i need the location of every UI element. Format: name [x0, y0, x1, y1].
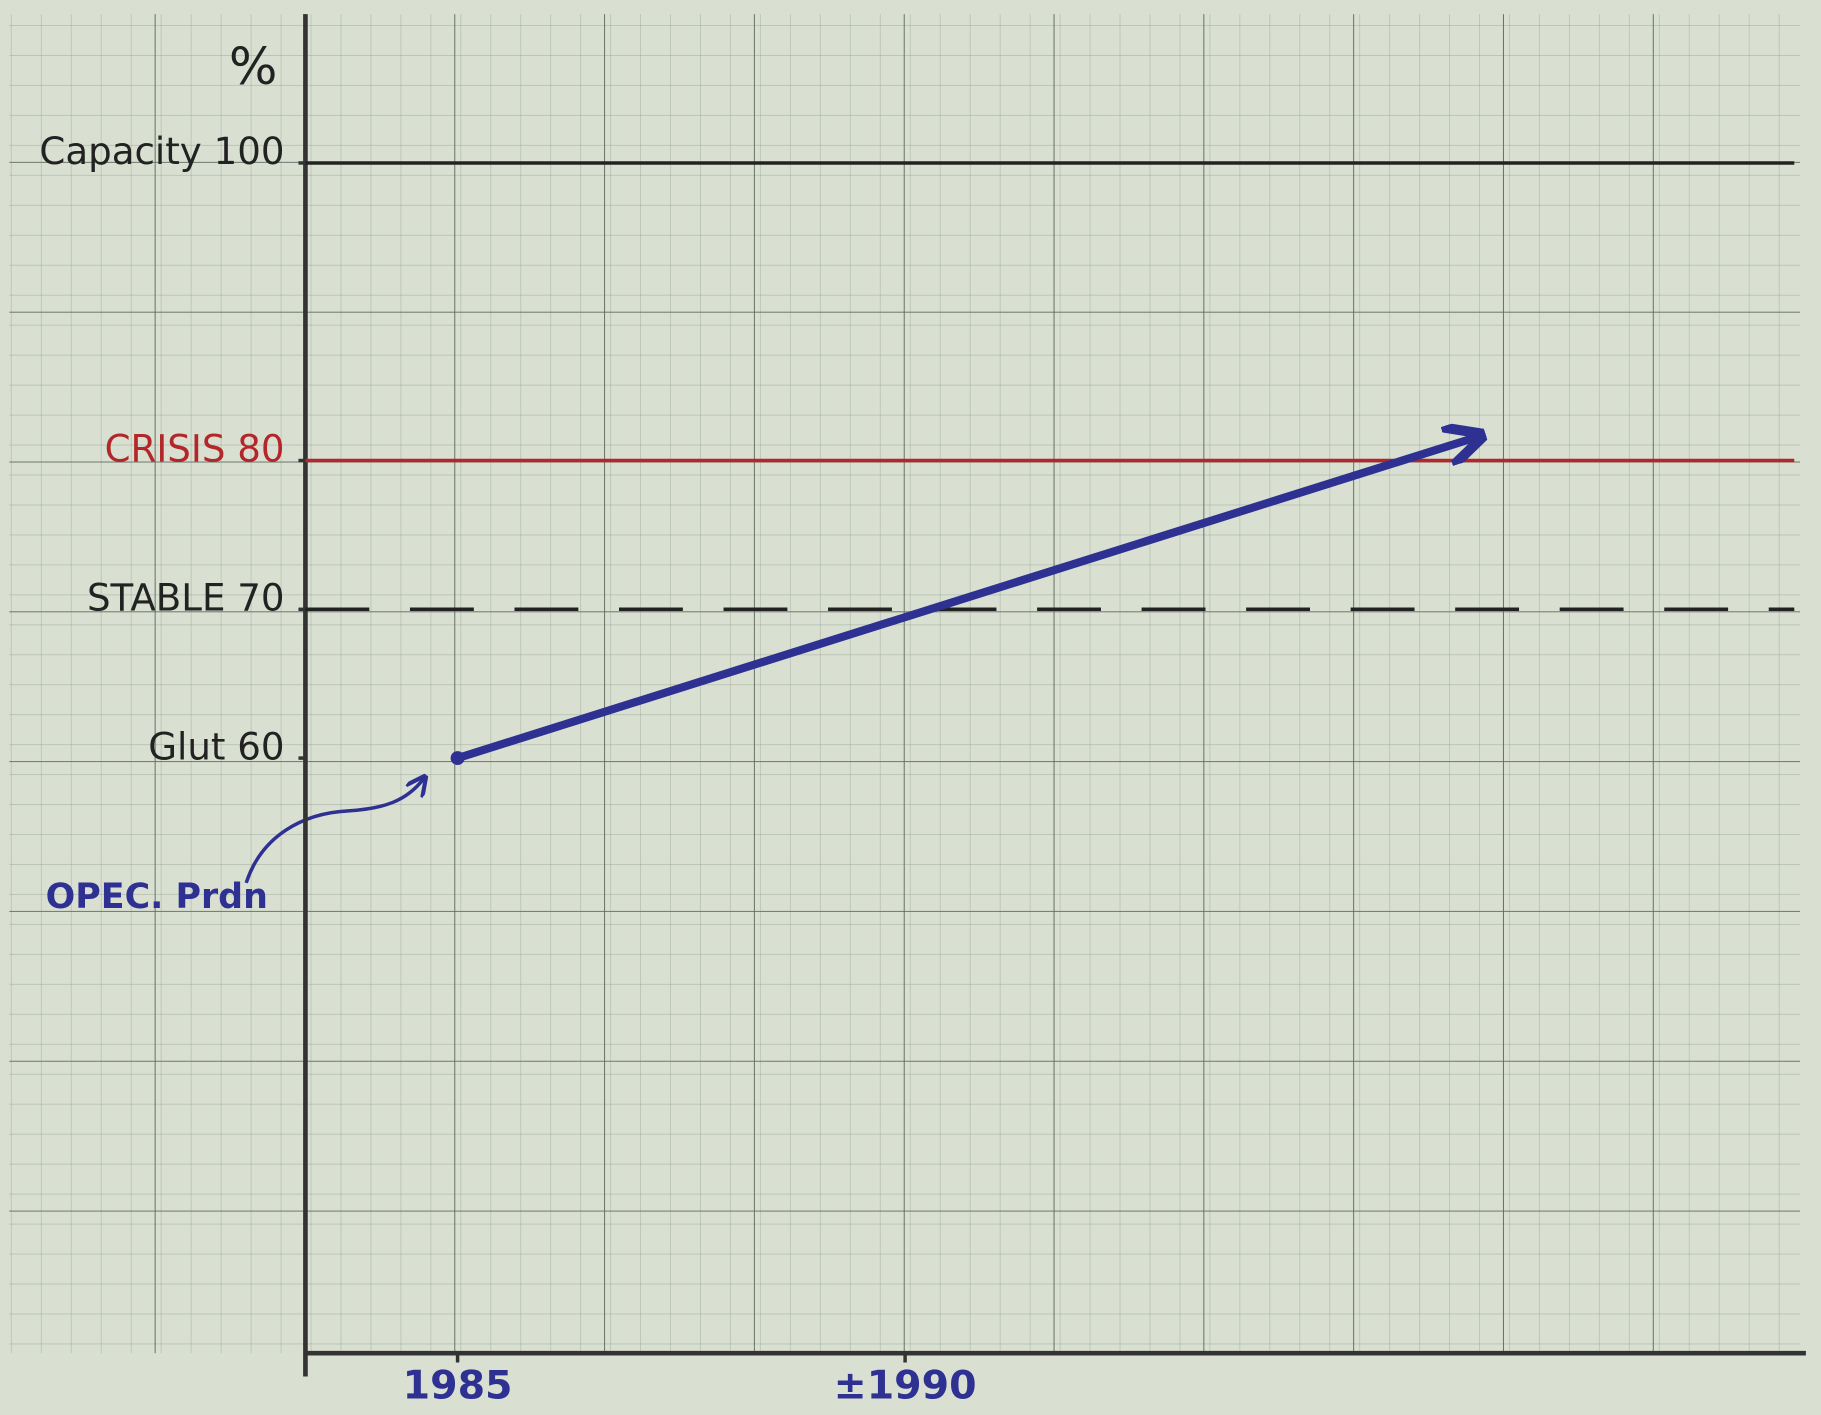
annotation-arrow	[244, 778, 424, 884]
start-point	[450, 751, 465, 766]
y-tick-label: STABLE 70	[87, 577, 285, 620]
y-tick-label: Glut 60	[148, 725, 284, 768]
unit-label: %	[229, 38, 278, 97]
y-tick-label: Capacity 100	[39, 130, 284, 173]
y-tick-label: CRISIS 80	[105, 428, 285, 471]
annotation: OPEC. Prdn	[46, 877, 268, 917]
series-line	[453, 437, 1478, 763]
graph-paper	[9, 14, 1801, 1354]
x-tick-label: ±1990	[834, 1363, 977, 1409]
x-tick-label: 1985	[403, 1363, 513, 1409]
